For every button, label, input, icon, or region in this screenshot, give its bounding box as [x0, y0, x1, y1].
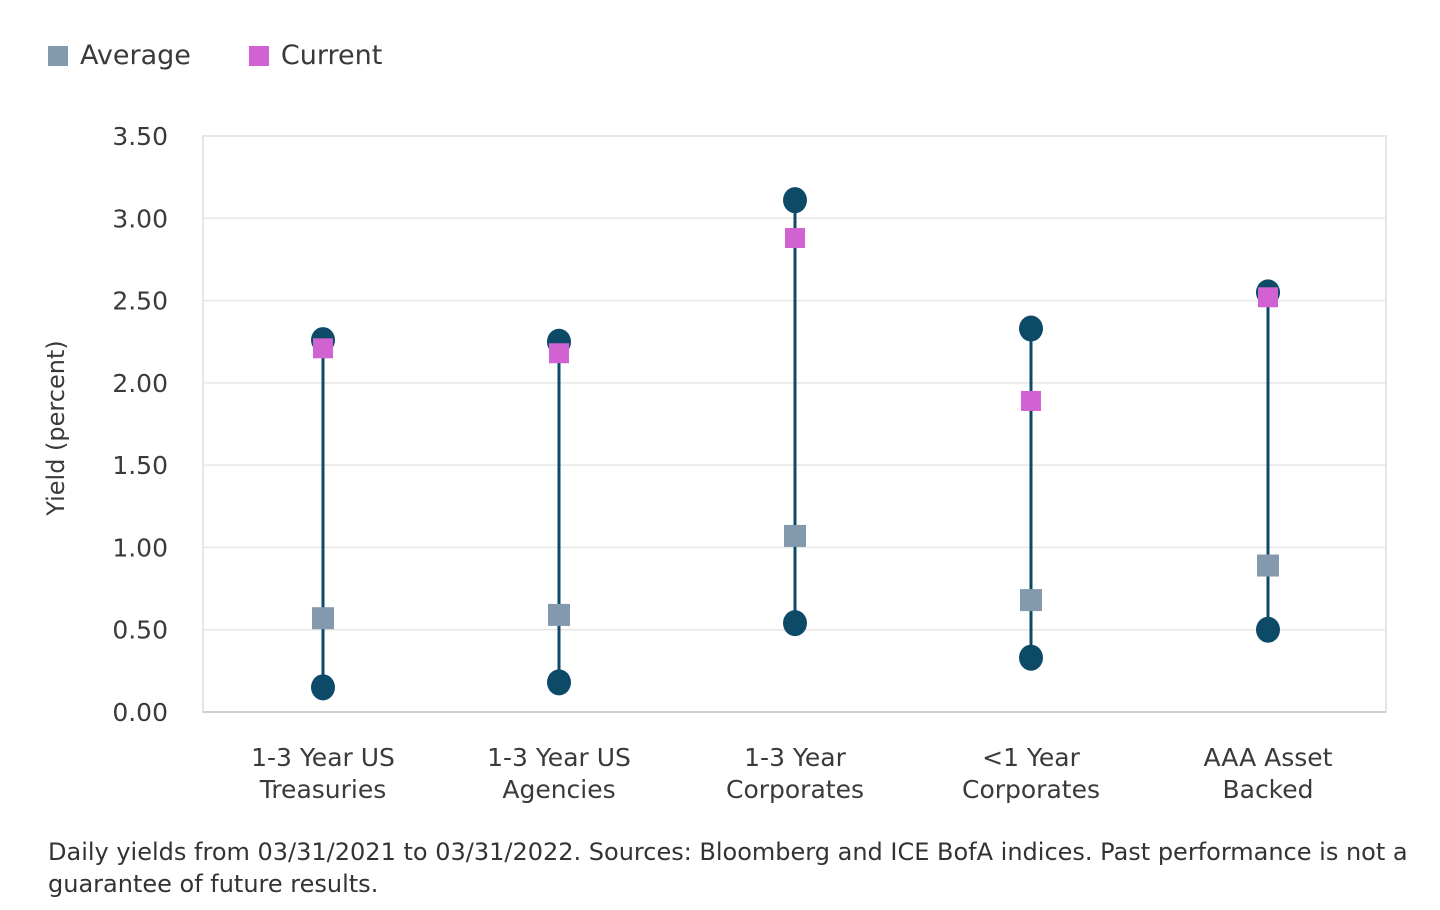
x-tick-label: Corporates — [962, 775, 1100, 804]
y-tick-label: 2.50 — [112, 287, 168, 316]
average-point — [784, 524, 806, 547]
y-tick-label: 0.50 — [112, 616, 168, 645]
x-tick-label: 1-3 Year US — [251, 743, 395, 772]
current-point — [313, 338, 333, 359]
current-point — [549, 343, 569, 364]
x-tick-label: Treasuries — [259, 775, 387, 804]
low-point — [311, 674, 335, 701]
x-tick-label: Backed — [1222, 775, 1313, 804]
legend-item-current: Current — [248, 40, 383, 71]
legend-item-average: Average — [48, 40, 191, 71]
legend-current-label: Current — [280, 40, 383, 71]
x-tick-label: Agencies — [502, 775, 615, 804]
y-tick-label: 1.50 — [112, 451, 168, 480]
y-tick-label: 0.00 — [112, 698, 168, 727]
data-marks — [311, 187, 1280, 701]
current-point — [1258, 287, 1278, 308]
x-tick-labels: 1-3 Year US Treasuries 1-3 Year US Agencies… — [251, 743, 1333, 804]
footnote: Daily yields from 03/31/2021 to 03/31/20… — [48, 838, 1408, 898]
y-tick-label: 1.00 — [112, 533, 168, 562]
low-point — [547, 669, 571, 696]
high-point — [1019, 315, 1043, 342]
y-axis-label: Yield (percent) — [42, 340, 70, 516]
average-point — [548, 603, 570, 626]
current-square-icon — [248, 45, 269, 66]
low-point — [783, 610, 807, 637]
x-tick-label: <1 Year — [982, 743, 1080, 772]
high-point — [783, 187, 807, 214]
x-tick-label: 1-3 Year — [744, 743, 846, 772]
legend-average-label: Average — [80, 40, 191, 71]
average-point — [312, 607, 334, 630]
low-point — [1019, 644, 1043, 671]
current-point — [785, 228, 805, 249]
current-point — [1021, 390, 1041, 411]
average-square-icon — [48, 45, 68, 66]
average-point — [1020, 589, 1042, 612]
average-point — [1257, 554, 1279, 577]
x-tick-label: 1-3 Year US — [487, 743, 631, 772]
low-point — [1256, 616, 1280, 643]
y-tick-label: 2.00 — [112, 369, 168, 398]
y-tick-label: 3.00 — [112, 204, 168, 233]
axes — [202, 135, 1387, 713]
x-tick-label: AAA Asset — [1204, 743, 1333, 772]
legend: Average Current — [48, 40, 440, 71]
x-tick-label: Corporates — [726, 775, 864, 804]
y-tick-label: 3.50 — [112, 122, 168, 151]
y-tick-labels: 0.00 0.50 1.00 1.50 2.00 2.50 3.00 3.50 — [112, 122, 168, 727]
